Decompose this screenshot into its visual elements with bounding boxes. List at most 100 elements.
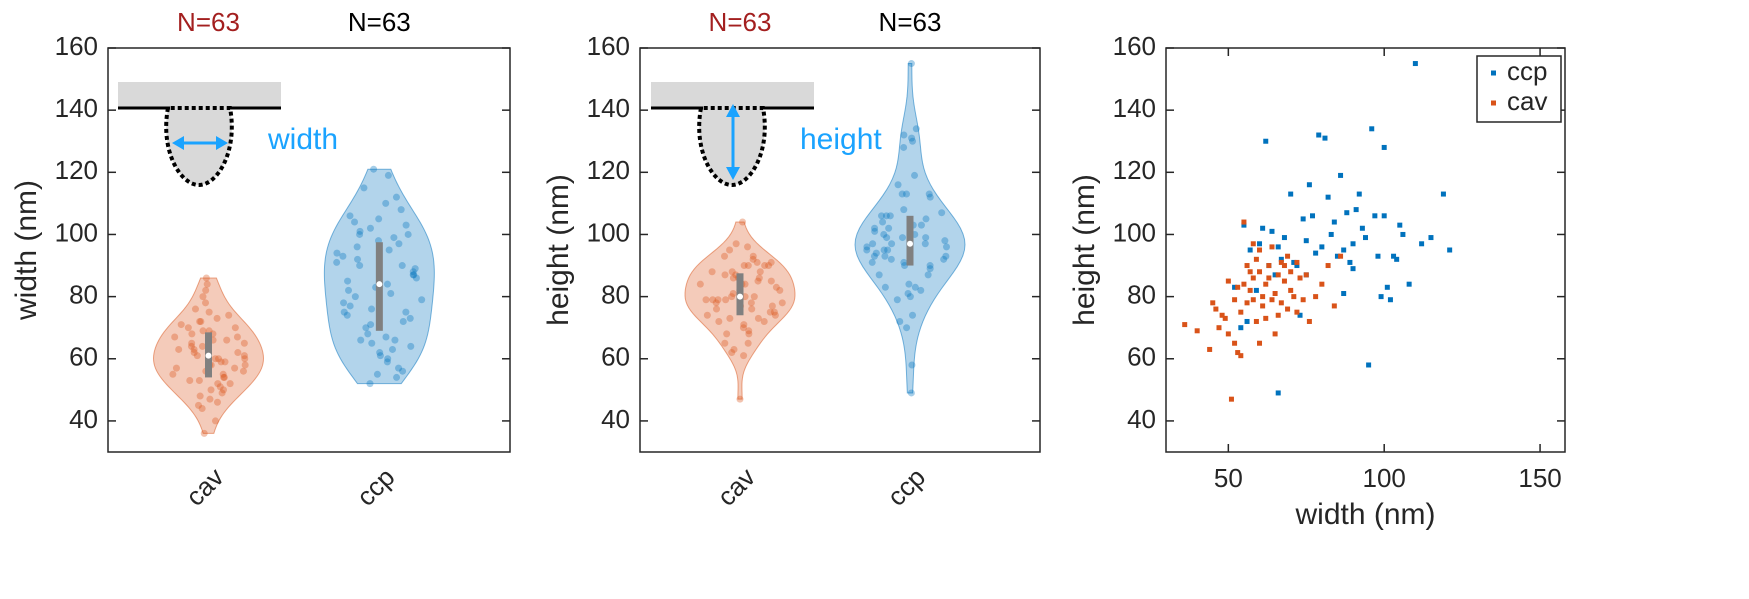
data-point bbox=[1297, 312, 1303, 318]
data-point bbox=[736, 395, 744, 403]
data-point bbox=[175, 345, 183, 353]
data-point bbox=[1241, 219, 1247, 225]
data-point bbox=[191, 305, 199, 313]
x-tick-label: 100 bbox=[1363, 463, 1406, 493]
data-point bbox=[225, 311, 233, 319]
data-point bbox=[172, 364, 180, 372]
data-point bbox=[1288, 287, 1294, 293]
data-point bbox=[729, 290, 737, 298]
data-point bbox=[1288, 269, 1294, 275]
data-point bbox=[1263, 281, 1269, 287]
annotation: N=63 bbox=[348, 7, 411, 37]
data-point bbox=[1278, 300, 1284, 306]
data-point bbox=[922, 215, 930, 223]
data-point bbox=[346, 302, 354, 310]
data-point bbox=[887, 255, 895, 263]
data-point bbox=[409, 271, 417, 279]
y-axis-label: width (nm) bbox=[10, 180, 43, 321]
data-point bbox=[169, 370, 177, 378]
data-point bbox=[1325, 194, 1331, 200]
data-point bbox=[924, 271, 932, 279]
data-point bbox=[1303, 238, 1309, 244]
data-point bbox=[1350, 266, 1356, 272]
x-tick-label: 50 bbox=[1214, 463, 1243, 493]
data-point bbox=[198, 342, 206, 350]
data-point bbox=[412, 274, 420, 282]
y-tick-label: 40 bbox=[601, 404, 630, 434]
inset-label: width bbox=[267, 123, 338, 156]
data-point bbox=[1447, 247, 1453, 253]
data-point bbox=[1291, 259, 1297, 265]
data-point bbox=[715, 317, 723, 325]
data-point bbox=[231, 324, 239, 332]
data-point bbox=[1241, 222, 1247, 228]
data-point bbox=[740, 321, 748, 329]
data-point bbox=[184, 324, 192, 332]
data-point bbox=[1263, 315, 1269, 321]
y-tick-label: 100 bbox=[587, 217, 630, 247]
data-point bbox=[1235, 350, 1241, 356]
data-point bbox=[721, 339, 729, 347]
data-point bbox=[766, 308, 774, 316]
data-point bbox=[1263, 138, 1269, 144]
data-point bbox=[196, 317, 204, 325]
y-tick-label: 80 bbox=[69, 279, 98, 309]
annotation: N=63 bbox=[709, 7, 772, 37]
data-point bbox=[1285, 306, 1291, 312]
data-point bbox=[1344, 210, 1350, 216]
data-point bbox=[226, 380, 234, 388]
data-point bbox=[765, 262, 773, 270]
data-point bbox=[1210, 300, 1216, 306]
x-tick-label: cav bbox=[180, 462, 230, 512]
data-point bbox=[1272, 331, 1278, 337]
data-point bbox=[778, 299, 786, 307]
data-point bbox=[199, 293, 207, 301]
data-point bbox=[213, 398, 221, 406]
data-point bbox=[1331, 219, 1337, 225]
data-point bbox=[333, 249, 341, 257]
data-point bbox=[1260, 294, 1266, 300]
legend-marker bbox=[1491, 100, 1496, 106]
data-point bbox=[900, 143, 908, 151]
data-point bbox=[723, 330, 731, 338]
data-point bbox=[749, 252, 757, 260]
data-point bbox=[863, 246, 871, 254]
data-point bbox=[1294, 309, 1300, 315]
data-point bbox=[878, 212, 886, 220]
data-point bbox=[712, 305, 720, 313]
data-point bbox=[1232, 284, 1238, 290]
data-point bbox=[1363, 235, 1368, 241]
data-point bbox=[1391, 253, 1397, 259]
data-point bbox=[1238, 309, 1244, 315]
data-point bbox=[748, 305, 756, 313]
data-point bbox=[744, 243, 752, 251]
data-point bbox=[1384, 284, 1390, 290]
data-point bbox=[1272, 291, 1278, 297]
annotation: N=63 bbox=[177, 7, 240, 37]
data-point bbox=[772, 283, 780, 291]
data-point bbox=[703, 311, 711, 319]
data-point bbox=[202, 299, 210, 307]
data-point bbox=[729, 274, 737, 282]
data-point bbox=[881, 283, 889, 291]
data-point bbox=[902, 190, 910, 198]
data-point bbox=[356, 230, 364, 238]
data-point bbox=[712, 299, 720, 307]
data-point bbox=[709, 296, 717, 304]
data-point bbox=[197, 317, 205, 325]
data-point bbox=[387, 290, 395, 298]
data-point bbox=[411, 265, 419, 273]
data-point bbox=[202, 286, 210, 294]
data-point bbox=[1372, 213, 1378, 219]
data-point bbox=[1275, 272, 1281, 278]
data-point bbox=[367, 321, 375, 329]
data-point bbox=[199, 327, 207, 335]
y-tick-label: 60 bbox=[69, 342, 98, 372]
y-tick-label: 160 bbox=[587, 31, 630, 61]
data-point bbox=[1334, 253, 1340, 259]
data-point bbox=[747, 299, 755, 307]
data-point bbox=[399, 367, 407, 375]
data-point bbox=[726, 246, 734, 254]
median bbox=[737, 293, 743, 300]
data-point bbox=[1341, 247, 1347, 253]
